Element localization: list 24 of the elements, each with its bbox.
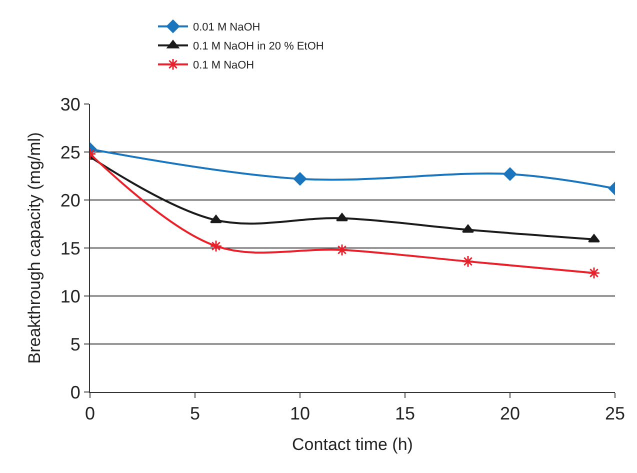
point: [462, 255, 474, 268]
x-tick-label: 15: [394, 404, 416, 424]
x-tick-label: 10: [290, 404, 310, 424]
y-tick-label: 10: [60, 286, 80, 306]
y-tick-label: 0: [70, 382, 80, 402]
x-tick-label: 25: [604, 404, 626, 424]
x-tick-label: 20: [500, 404, 520, 424]
legend-label: 0.01 M NaOH: [193, 22, 260, 34]
y-tick-label: 15: [60, 238, 80, 258]
y-axis-title: Breakthrough capacity (mg/ml): [24, 132, 44, 364]
point: [588, 234, 600, 242]
y-tick-label: 20: [60, 190, 80, 210]
x-tick-label: 5: [190, 404, 200, 424]
legend-label: 0.1 M NaOH: [193, 60, 254, 72]
y-tick-label: 5: [70, 334, 80, 354]
point: [588, 266, 600, 280]
point: [336, 212, 348, 222]
x-axis-title: Contact time (h): [292, 435, 413, 454]
point: [462, 224, 474, 233]
y-tick-label: 30: [60, 94, 80, 114]
y-tick-label: 25: [60, 142, 80, 162]
legend-label: 0.1 M NaOH in 20 % EtOH: [193, 40, 324, 53]
x-tick-label: 0: [84, 404, 96, 424]
point: [336, 244, 348, 256]
